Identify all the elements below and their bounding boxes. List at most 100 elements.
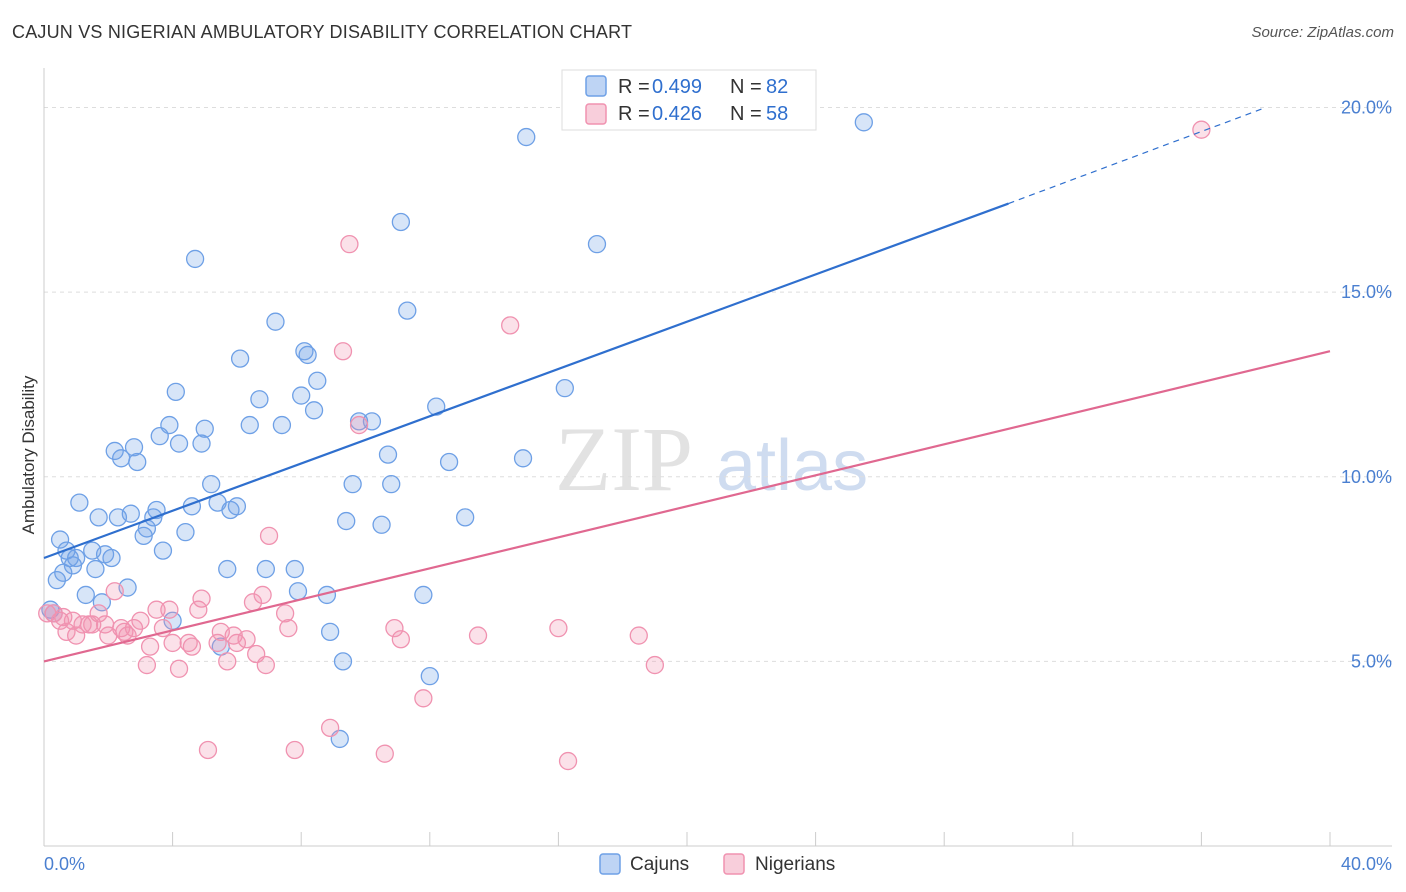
nigerians-n-label: N =	[730, 103, 762, 125]
source-credit: Source: ZipAtlas.com	[1251, 24, 1394, 41]
nigerian-point-47	[340, 235, 359, 254]
cajun-point-55	[298, 345, 317, 365]
nigerian-point-43	[279, 619, 298, 638]
cajun-point-57	[308, 371, 327, 390]
nigerian-point-58	[645, 655, 664, 675]
cajun-point-62	[337, 511, 356, 531]
cajun-point-44	[227, 497, 247, 516]
nigerians-legend-label: Nigerians	[755, 854, 835, 875]
nigerian-point-13	[105, 582, 124, 601]
cajun-point-48	[256, 559, 275, 579]
nigerian-point-40	[256, 655, 275, 675]
cajun-point-47	[250, 390, 269, 409]
cajun-point-38	[195, 419, 214, 438]
cajun-point-50	[272, 415, 292, 435]
cajun-point-51	[285, 559, 304, 579]
nigerian-point-18	[131, 611, 150, 630]
x-tick-label-max: 40.0%	[1341, 854, 1392, 874]
cajun-point-59	[320, 622, 340, 641]
nigerian-point-51	[391, 630, 411, 649]
nigerian-point-20	[140, 637, 160, 656]
cajun-point-17	[105, 441, 124, 461]
cajuns-r-label: R =	[618, 76, 650, 98]
watermark: ZIP atlas	[555, 408, 868, 510]
nigerian-point-4	[57, 622, 76, 641]
nigerians-trend-line	[43, 350, 1331, 663]
nigerian-point-23	[160, 600, 179, 619]
cajun-point-74	[439, 452, 459, 472]
cajun-point-53	[292, 386, 311, 405]
cajun-point-13	[89, 508, 108, 527]
cajuns-bottom-swatch	[599, 853, 621, 875]
nigerian-point-54	[501, 316, 520, 335]
trend-lines	[43, 106, 1331, 663]
nigerian-point-27	[182, 637, 202, 656]
nigerian-point-10	[89, 604, 108, 623]
nigerian-point-25	[169, 659, 189, 678]
nigerian-point-9	[83, 615, 102, 634]
cajun-point-68	[382, 475, 401, 494]
cajun-point-42	[218, 559, 237, 579]
cajun-point-36	[185, 249, 205, 269]
cajun-point-21	[121, 504, 140, 523]
nigerian-point-49	[375, 744, 394, 763]
cajun-point-30	[160, 415, 179, 435]
cajun-point-33	[169, 434, 189, 453]
cajun-point-56	[304, 401, 324, 420]
cajun-point-29	[153, 541, 173, 560]
cajuns-trend-line	[43, 202, 1009, 560]
cajun-point-46	[240, 415, 259, 435]
stats-legend: R = 0.499 N = 82 R = 0.426 N = 58	[561, 69, 817, 131]
nigerians-legend-swatch	[585, 103, 607, 125]
nigerian-point-35	[227, 633, 247, 653]
cajuns-r-value: 0.499	[652, 76, 702, 98]
nigerian-point-46	[333, 342, 353, 361]
cajun-point-9	[70, 493, 89, 512]
stats-legend-box	[561, 69, 817, 131]
cajun-point-16	[102, 548, 121, 568]
cajun-point-77	[517, 127, 536, 147]
cajun-point-2	[47, 571, 67, 590]
nigerians-n-value: 58	[766, 103, 788, 125]
watermark-zip: ZIP	[555, 408, 693, 510]
cajun-point-3	[50, 530, 70, 549]
y-axis-label: Ambulatory Disability	[19, 375, 38, 534]
cajuns-n-value: 82	[766, 76, 788, 98]
nigerian-point-24	[163, 633, 182, 653]
y-tick-label-1: 10.0%	[1341, 467, 1392, 487]
nigerian-point-17	[124, 619, 144, 638]
nigerian-point-42	[275, 604, 295, 623]
nigerians-bottom-swatch	[723, 853, 745, 875]
cajun-point-14	[92, 593, 112, 612]
nigerian-point-19	[137, 655, 157, 675]
nigerian-point-6	[67, 626, 86, 645]
nigerian-point-33	[218, 652, 237, 671]
nigerian-point-3	[54, 607, 73, 627]
nigerian-point-30	[198, 740, 218, 760]
axes	[43, 68, 1392, 847]
cajun-point-79	[587, 235, 607, 254]
nigerian-point-1	[44, 604, 63, 623]
cajun-point-22	[124, 438, 144, 457]
y-tick-label-3: 20.0%	[1341, 98, 1392, 118]
nigerian-point-45	[320, 718, 340, 737]
nigerians-r-value: 0.426	[652, 103, 702, 125]
nigerian-point-59	[1192, 120, 1211, 139]
cajuns-points	[41, 113, 873, 749]
nigerian-point-28	[189, 600, 208, 619]
cajun-point-61	[333, 652, 353, 671]
cajun-point-75	[456, 508, 475, 527]
cajun-point-49	[266, 312, 285, 331]
nigerian-point-55	[549, 619, 568, 638]
nigerians-r-label: R =	[618, 103, 650, 125]
cajun-point-39	[202, 475, 221, 494]
cajuns-legend-swatch	[585, 75, 607, 97]
nigerian-point-29	[192, 589, 211, 608]
cajun-point-8	[67, 548, 86, 568]
cajun-point-78	[555, 379, 574, 398]
y-tick-label-0: 5.0%	[1351, 651, 1392, 671]
nigerian-point-36	[237, 630, 256, 649]
chart-title: CAJUN VS NIGERIAN AMBULATORY DISABILITY …	[12, 22, 633, 42]
cajun-point-23	[128, 452, 147, 472]
